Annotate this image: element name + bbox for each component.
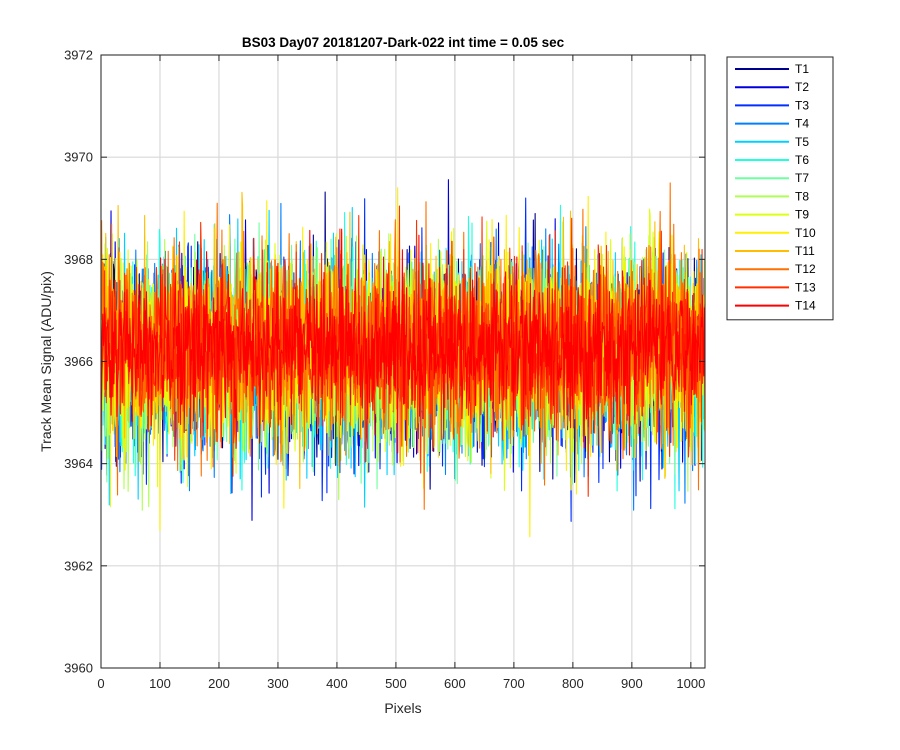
- legend-entry-t7: T7: [795, 171, 809, 185]
- x-tick-label: 100: [149, 676, 171, 691]
- series-lines: [101, 179, 705, 538]
- y-tick-label: 3962: [64, 558, 93, 573]
- x-tick-label: 900: [621, 676, 643, 691]
- legend-entry-t10: T10: [795, 226, 816, 240]
- legend-entry-t11: T11: [795, 244, 815, 258]
- legend-entry-t14: T14: [795, 299, 816, 313]
- x-axis-label: Pixels: [384, 700, 421, 716]
- y-tick-label: 3970: [64, 150, 93, 165]
- x-tick-label: 200: [208, 676, 230, 691]
- x-tick-label: 1000: [676, 676, 705, 691]
- legend: T1 T2 T3 T4 T5 T6 T7 T8 T9 T10 T11 T12 T13 T14: [726, 56, 834, 321]
- x-tick-label: 400: [326, 676, 348, 691]
- legend-entry-t9: T9: [795, 208, 809, 222]
- legend-entry-t13: T13: [795, 280, 816, 294]
- axis-ticks: 0 100 200 300 400 500 600 700 800 900 1000 3960 3962…: [64, 48, 705, 692]
- y-tick-label: 3972: [64, 48, 93, 63]
- legend-entry-t2: T2: [795, 80, 809, 94]
- legend-entry-t12: T12: [795, 262, 816, 276]
- x-tick-label: 500: [385, 676, 407, 691]
- legend-entry-t4: T4: [795, 117, 809, 131]
- legend-entry-t6: T6: [795, 153, 809, 167]
- y-tick-label: 3968: [64, 252, 93, 267]
- x-tick-label: 800: [562, 676, 584, 691]
- x-tick-label: 300: [267, 676, 289, 691]
- chart-title: BS03 Day07 20181207-Dark-022 int time = …: [242, 35, 565, 50]
- y-tick-label: 3966: [64, 354, 93, 369]
- y-tick-label: 3964: [64, 456, 93, 471]
- x-tick-label: 0: [97, 676, 104, 691]
- series-line-t14: [101, 228, 705, 462]
- y-tick-label: 3960: [64, 661, 93, 676]
- x-tick-label: 600: [444, 676, 466, 691]
- legend-entry-t5: T5: [795, 135, 809, 149]
- legend-entry-t8: T8: [795, 189, 809, 203]
- legend-entry-t1: T1: [795, 62, 809, 76]
- legend-entry-t3: T3: [795, 98, 809, 112]
- legend-box: [726, 56, 834, 321]
- y-axis-label: Track Mean Signal (ADU/pix): [38, 271, 54, 452]
- x-tick-label: 700: [503, 676, 525, 691]
